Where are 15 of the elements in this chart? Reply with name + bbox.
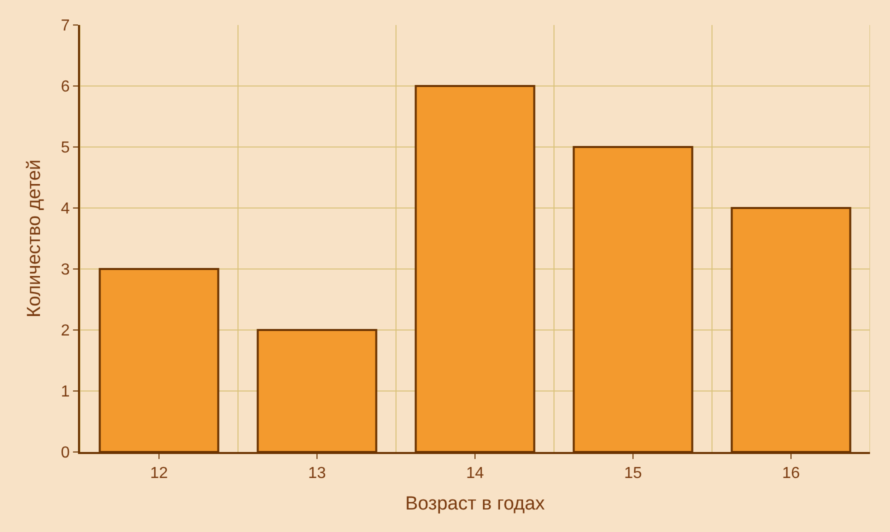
x-tick-label: 13 (308, 465, 326, 482)
y-axis-title: Количество детей (24, 159, 46, 318)
y-tick-label: 2 (60, 322, 70, 340)
x-tick-label: 14 (466, 465, 484, 482)
y-tick-label: 7 (60, 18, 70, 35)
y-tick-label: 4 (60, 200, 70, 218)
y-tick-label: 1 (60, 384, 70, 401)
x-tick-label: 16 (782, 465, 800, 482)
x-tick-label: 12 (150, 465, 168, 482)
x-tick-label: 15 (624, 465, 642, 482)
y-tick-label: 0 (60, 444, 70, 462)
y-tick-label: 6 (60, 78, 70, 96)
x-axis-title: Возраст в годах (405, 494, 546, 514)
y-tick-label: 5 (60, 140, 70, 157)
y-tick-label: 3 (60, 262, 70, 279)
